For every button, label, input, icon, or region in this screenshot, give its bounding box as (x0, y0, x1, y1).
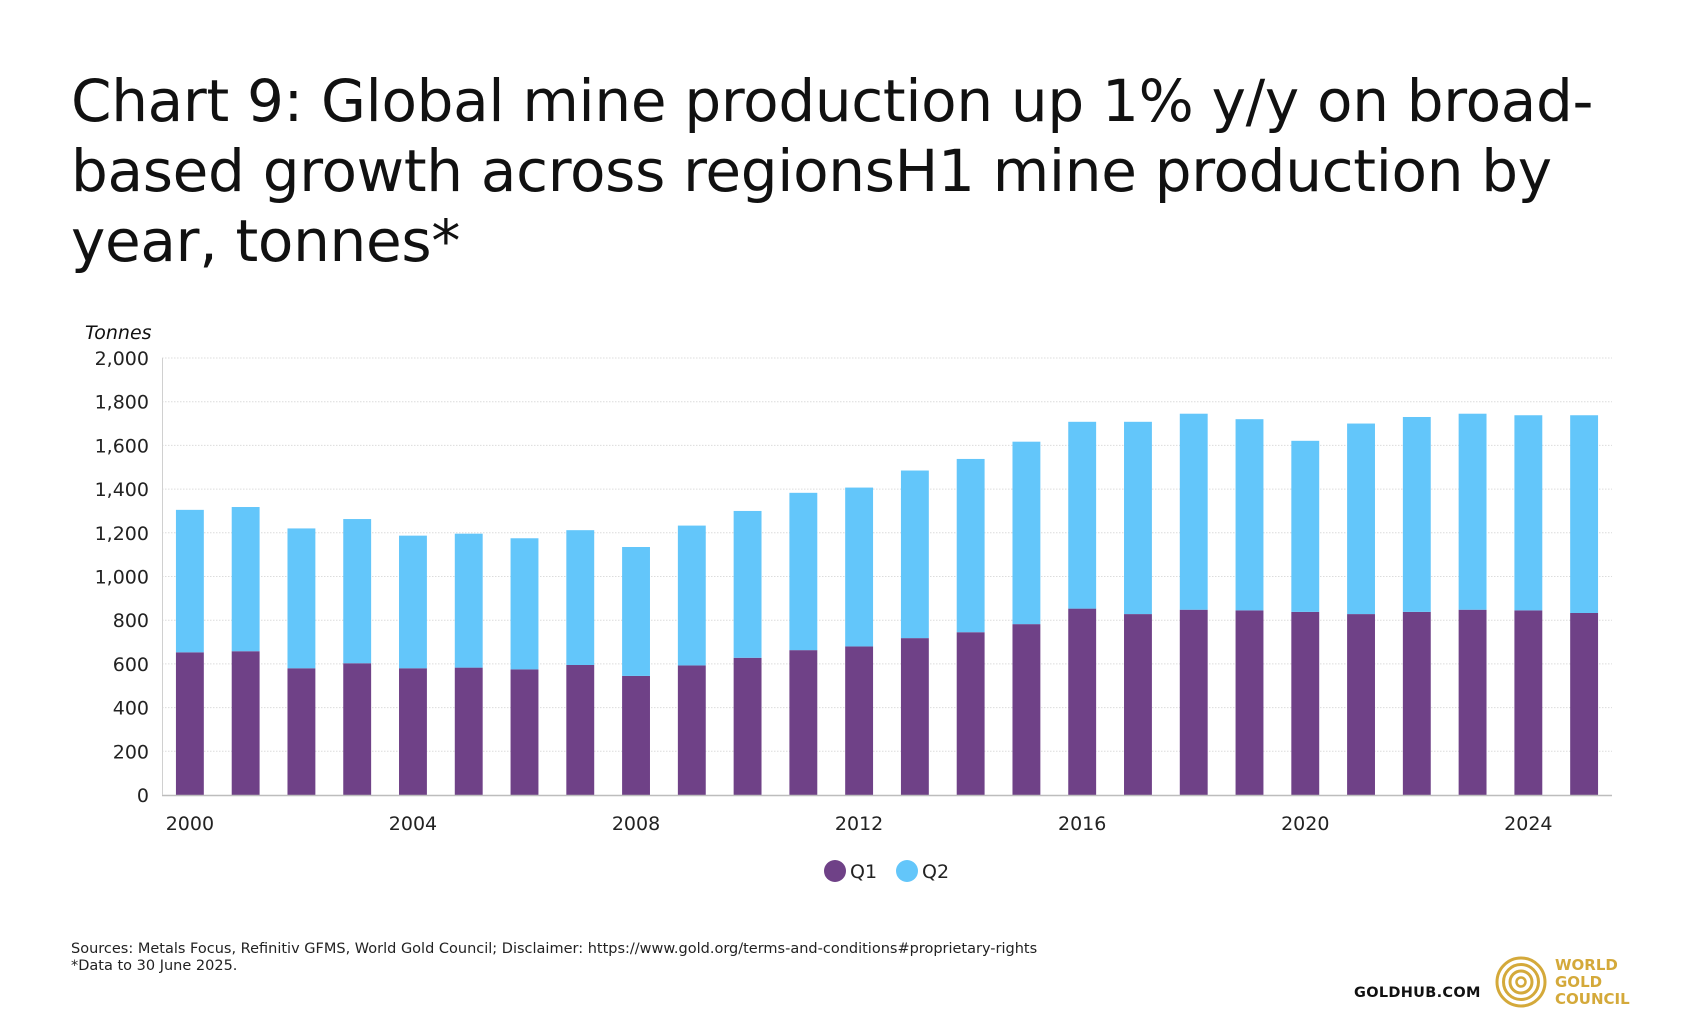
bar-q1-2024 (1514, 610, 1543, 795)
legend-marker-q1 (824, 860, 846, 882)
x-tick-label: 2016 (1058, 813, 1106, 835)
x-tick-label: 2000 (166, 813, 214, 835)
footer: Sources: Metals Focus, Refinitiv GFMS, W… (71, 941, 1037, 975)
logo-line-2: GOLD (1555, 973, 1603, 991)
y-tick-label: 2,000 (95, 348, 149, 370)
y-tick-label: 400 (113, 698, 149, 720)
bar-q2-2003 (343, 519, 372, 664)
bar-q1-2021 (1347, 614, 1375, 795)
bar-q1-2018 (1179, 609, 1208, 795)
bar-q1-2009 (677, 665, 706, 795)
y-tick-label: 1,400 (95, 479, 149, 501)
bar-q1-2017 (1124, 614, 1152, 795)
bar-q2-2020 (1291, 440, 1320, 612)
y-tick-label: 1,800 (95, 392, 149, 414)
y-axis-label: Tonnes (85, 322, 152, 344)
x-tick-label: 2020 (1281, 813, 1329, 835)
bar-q2-2007 (566, 530, 595, 665)
bar-q1-2019 (1235, 610, 1264, 795)
bar-q1-2006 (510, 669, 539, 795)
legend-marker-q2 (896, 860, 918, 882)
x-tick-label: 2008 (612, 813, 660, 835)
footnote-text: *Data to 30 June 2025. (71, 958, 238, 974)
y-tick-label: 1,200 (95, 523, 149, 545)
bar-q2-2010 (733, 510, 762, 658)
y-tick-label: 200 (113, 741, 149, 763)
x-axis-ticks: 2000 2004 2008 2012 2016 2020 2024 (166, 813, 1553, 835)
bar-q2-2001 (231, 507, 260, 652)
y-tick-label: 1,000 (95, 567, 149, 589)
bar-q1-2016 (1068, 608, 1097, 795)
bar-q1-2023 (1458, 609, 1487, 795)
bar-q2-2021 (1347, 423, 1375, 615)
bar-q1-2015 (1012, 624, 1041, 795)
bar-q2-2013 (900, 470, 929, 639)
bar-q1-2012 (845, 646, 874, 795)
x-tick-label: 2012 (835, 813, 883, 835)
bar-q2-2018 (1179, 413, 1208, 610)
bar-q2-2023 (1458, 413, 1487, 610)
bar-q1-2013 (900, 638, 929, 795)
bar-q2-2002 (287, 528, 316, 669)
world-gold-council-logo: WORLD GOLD COUNCIL (1555, 957, 1630, 1008)
y-axis-ticks: 0 200 400 600 800 1,000 1,200 1,400 1,600 1,800 2,… (95, 348, 149, 807)
bar-q1-2011 (789, 650, 818, 795)
bar-q2-2011 (789, 492, 818, 651)
x-tick-label: 2004 (389, 813, 437, 835)
legend-label-q2: Q2 (922, 861, 949, 883)
bar-q2-2012 (845, 487, 874, 647)
grid-lines (162, 357, 1612, 752)
y-tick-label: 600 (113, 654, 149, 676)
gold-rings-icon (1495, 956, 1547, 1008)
bar-q2-2006 (510, 538, 539, 670)
bar-q1-2022 (1402, 611, 1431, 795)
bar-q2-2000 (175, 509, 204, 653)
bar-q2-2022 (1402, 416, 1431, 612)
bar-q1-2007 (566, 664, 595, 795)
y-tick-label: 800 (113, 610, 149, 632)
bar-q2-2025 (1570, 415, 1599, 613)
chart-title: Chart 9: Global mine production up 1% y/… (71, 67, 1594, 275)
bar-q2-2008 (622, 547, 650, 676)
bar-q1-2005 (454, 667, 483, 795)
bar-q2-2004 (399, 535, 427, 669)
goldhub-link[interactable]: GOLDHUB.COM (1354, 985, 1481, 1001)
x-tick-label: 2024 (1504, 813, 1552, 835)
y-tick-label: 0 (137, 785, 149, 807)
bar-q2-2019 (1235, 419, 1264, 611)
bar-q1-2010 (733, 657, 762, 795)
bar-q1-2008 (622, 675, 650, 795)
bar-q1-2001 (231, 651, 260, 795)
bars (175, 413, 1599, 795)
bar-q2-2024 (1514, 415, 1543, 611)
bar-q2-2014 (956, 458, 985, 633)
sources-text: Sources: Metals Focus, Refinitiv GFMS, W… (71, 941, 1038, 957)
legend-label-q1: Q1 (850, 861, 877, 883)
bar-q1-2003 (343, 663, 372, 795)
bar-q1-2004 (399, 668, 427, 795)
bar-q1-2025 (1570, 612, 1599, 795)
y-tick-label: 1,600 (95, 435, 149, 457)
bar-q2-2015 (1012, 441, 1041, 625)
bar-q1-2002 (287, 668, 316, 795)
bar-q2-2016 (1068, 421, 1097, 609)
logo-line-1: WORLD (1555, 956, 1618, 974)
bar-q1-2020 (1291, 611, 1320, 795)
bar-q1-2000 (175, 652, 204, 795)
bar-q2-2005 (454, 533, 483, 668)
bar-q2-2009 (677, 525, 706, 666)
bar-q2-2017 (1124, 421, 1152, 615)
legend: Q1 Q2 (824, 860, 949, 883)
bar-q1-2014 (956, 632, 985, 795)
